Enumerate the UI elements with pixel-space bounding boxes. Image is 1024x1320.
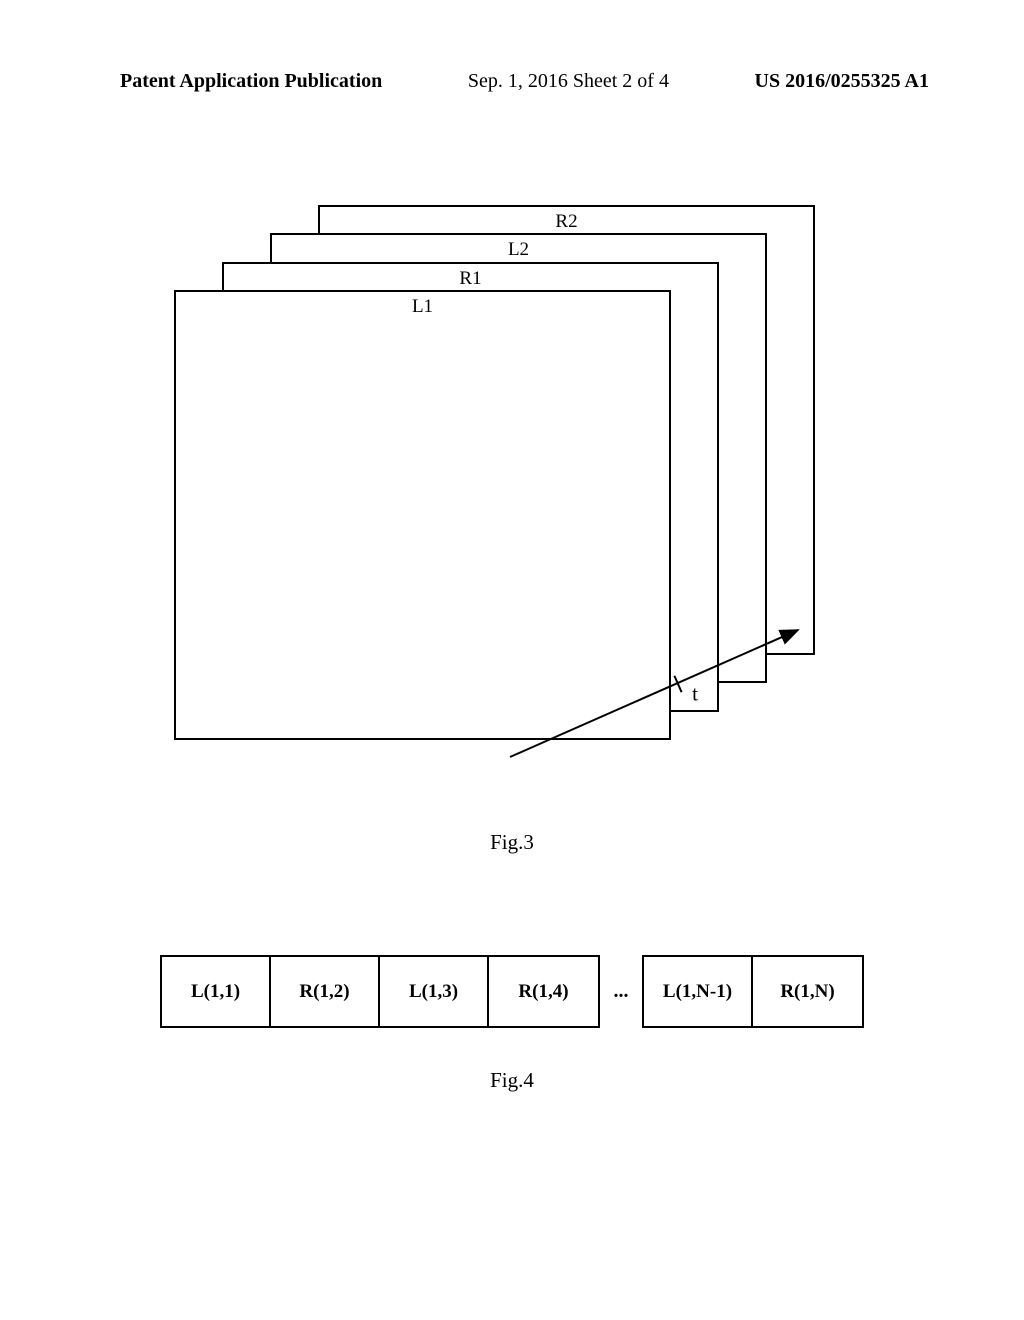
header-left: Patent Application Publication	[120, 70, 382, 93]
layer-label: R2	[555, 211, 577, 233]
layer-panel: L1	[174, 290, 671, 740]
fig4-cell: L(1,3)	[380, 957, 489, 1026]
fig4-ellipsis: ...	[600, 957, 642, 1026]
header-right: US 2016/0255325 A1	[755, 70, 929, 93]
fig4-cell: L(1,1)	[162, 957, 271, 1026]
layer-label: L2	[508, 239, 529, 261]
fig4-group-1: L(1,1) R(1,2) L(1,3) R(1,4)	[160, 955, 600, 1028]
fig4-cell: R(1,4)	[489, 957, 598, 1026]
fig4-group-2: L(1,N-1) R(1,N)	[642, 955, 864, 1028]
fig4-cell: L(1,N-1)	[644, 957, 753, 1026]
layer-label: L1	[412, 296, 433, 318]
layer-label: R1	[459, 268, 481, 290]
figure-3: R2L2R1L1 t	[170, 205, 840, 765]
fig4-cell: R(1,N)	[753, 957, 862, 1026]
figure-4-caption: Fig.4	[0, 1068, 1024, 1093]
fig4-cell: R(1,2)	[271, 957, 380, 1026]
figure-3-caption: Fig.3	[0, 830, 1024, 855]
figure-4: L(1,1) R(1,2) L(1,3) R(1,4) ... L(1,N-1)…	[160, 955, 864, 1028]
header-center: Sep. 1, 2016 Sheet 2 of 4	[468, 70, 669, 93]
